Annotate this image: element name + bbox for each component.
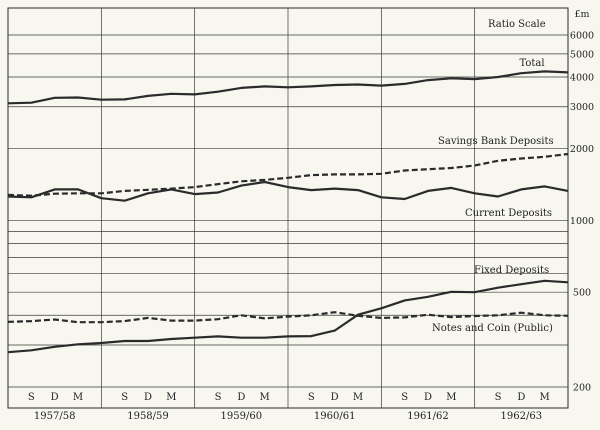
quarter-label: D <box>424 392 432 403</box>
quarter-label: D <box>51 392 59 403</box>
y-tick-label: 3000 <box>570 102 594 113</box>
y-tick-label: 1000 <box>570 216 594 227</box>
labels-layer: £m Ratio Scale S D M 1957/58 S D M 1958/59 S D M 19… <box>28 9 594 422</box>
unit-label: £m <box>574 9 589 20</box>
series-label-total: Total <box>519 58 544 69</box>
series-layer <box>7 70 569 354</box>
year-label: 1958/59 <box>127 411 169 422</box>
series-line-notes-and-coin-public <box>7 311 569 324</box>
y-tick-label: 6000 <box>570 31 594 42</box>
year-label: 1961/62 <box>407 411 449 422</box>
series-label-current-deposits: Current Deposits <box>465 208 552 219</box>
quarter-label: D <box>331 392 339 403</box>
quarter-label: S <box>401 392 408 403</box>
quarter-label: D <box>517 392 525 403</box>
quarter-label: M <box>73 392 83 403</box>
grid <box>8 8 568 408</box>
quarter-label: S <box>28 392 35 403</box>
series-line-current-deposits <box>7 180 569 202</box>
quarter-label: D <box>144 392 152 403</box>
year-label: 1960/61 <box>314 411 356 422</box>
series-label-notes-and-coin-public: Notes and Coin (Public) <box>432 323 553 334</box>
year-label: 1962/63 <box>501 411 543 422</box>
quarter-label: M <box>353 392 363 403</box>
quarter-label: S <box>308 392 315 403</box>
year-label: 1959/60 <box>221 411 263 422</box>
quarter-label: D <box>237 392 245 403</box>
quarter-label: M <box>446 392 456 403</box>
quarter-label: S <box>215 392 222 403</box>
quarter-label: S <box>121 392 128 403</box>
y-tick-label: 200 <box>573 383 591 394</box>
quarter-label: M <box>166 392 176 403</box>
plot-frame <box>7 7 569 409</box>
y-tick-label: 2000 <box>570 144 594 155</box>
series-label-fixed-deposits: Fixed Deposits <box>474 265 549 276</box>
series-line-savings-bank-deposits <box>7 152 569 197</box>
y-tick-label: 4000 <box>570 72 594 83</box>
chart-title: Ratio Scale <box>488 19 546 30</box>
series-line-total <box>7 70 569 105</box>
series-label-savings-bank-deposits: Savings Bank Deposits <box>438 136 554 147</box>
year-label: 1957/58 <box>34 411 76 422</box>
series-line-fixed-deposits <box>7 279 569 354</box>
quarter-label: M <box>540 392 550 403</box>
quarter-label: M <box>260 392 270 403</box>
quarter-label: S <box>495 392 502 403</box>
y-tick-label: 5000 <box>570 49 594 60</box>
y-tick-label: 500 <box>573 288 591 299</box>
